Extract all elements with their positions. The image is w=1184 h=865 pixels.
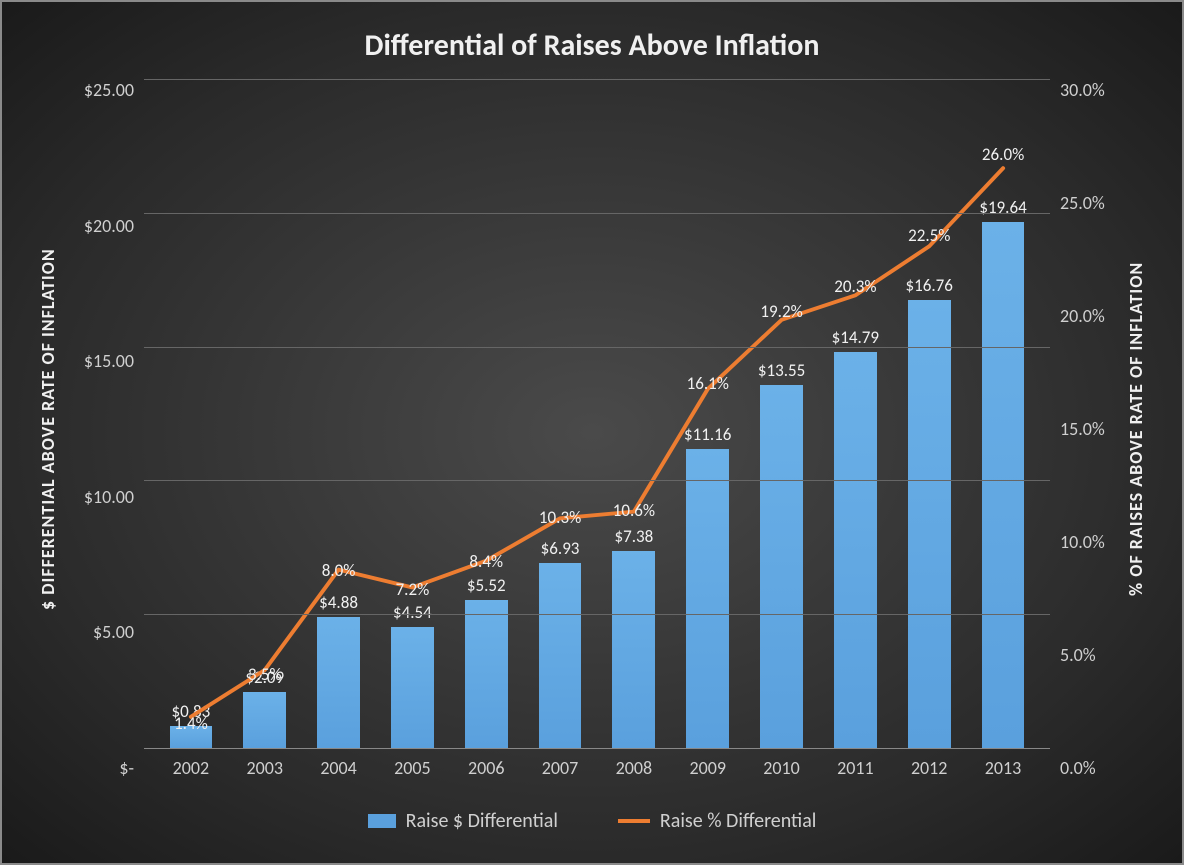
chart-title: Differential of Raises Above Inflation [32,27,1152,64]
line-value-label: 19.2% [760,301,802,322]
y-right-tick: 5.0% [1060,644,1120,666]
legend-label: Raise % Differential [660,809,816,833]
line-value-label: 3.5% [248,664,282,685]
y-right-tick: 25.0% [1060,192,1120,214]
y-right-tick: 15.0% [1060,418,1120,440]
chart-body: $ DIFFERENTIAL ABOVE RATE OF INFLATION $… [32,79,1152,779]
x-tick: 2013 [966,757,1040,779]
line-series [144,79,1050,748]
y-right-tick: 20.0% [1060,305,1120,327]
plot-area: $0.83$2.09$4.88$4.54$5.52$6.93$7.38$11.1… [144,79,1050,749]
x-tick: 2004 [302,757,376,779]
line-value-label: 8.0% [322,560,356,581]
y-left-tick: $20.00 [64,215,134,237]
line-value-label: 7.2% [396,579,430,600]
x-tick: 2005 [375,757,449,779]
x-axis-ticks: 2002200320042005200620072008200920102011… [144,749,1050,779]
gridline [144,347,1050,348]
y-left-tick: $10.00 [64,486,134,508]
line-value-label: 16.1% [687,373,729,394]
x-tick: 2008 [597,757,671,779]
legend-item: Raise $ Differential [368,809,558,833]
y-right-tick: 0.0% [1060,757,1120,779]
y-left-tick: $15.00 [64,350,134,372]
y-right-tick: 10.0% [1060,531,1120,553]
x-tick: 2012 [892,757,966,779]
x-tick: 2009 [671,757,745,779]
x-tick: 2002 [154,757,228,779]
x-tick: 2003 [228,757,302,779]
line-value-label: 20.3% [834,276,876,297]
plot-wrapper: $0.83$2.09$4.88$4.54$5.52$6.93$7.38$11.1… [144,79,1050,779]
legend-label: Raise $ Differential [406,809,558,833]
line-value-label: 1.4% [174,713,208,734]
y-axis-right-label: % OF RAISES ABOVE RATE OF INFLATION [1120,79,1152,779]
gridline [144,79,1050,80]
gridline [144,480,1050,481]
line-value-label: 8.4% [469,551,503,572]
line-value-label: 22.5% [908,225,950,246]
x-tick: 2010 [745,757,819,779]
chart-container: Differential of Raises Above Inflation $… [0,0,1184,865]
line-value-label: 10.3% [539,507,581,528]
y-axis-right-ticks: 30.0% 25.0% 20.0% 15.0% 10.0% 5.0% 0.0% [1050,79,1120,779]
legend-swatch-bar-icon [368,814,396,828]
legend: Raise $ Differential Raise % Differential [32,809,1152,843]
legend-swatch-line-icon [618,819,650,823]
y-left-tick: $5.00 [64,621,134,643]
y-axis-left-label: $ DIFFERENTIAL ABOVE RATE OF INFLATION [32,79,64,779]
gridline [144,614,1050,615]
x-tick: 2006 [449,757,523,779]
y-axis-left-ticks: $25.00 $20.00 $15.00 $10.00 $5.00 $- [64,79,144,779]
x-tick: 2007 [523,757,597,779]
y-left-tick: $- [64,757,134,779]
y-left-tick: $25.00 [64,79,134,101]
x-tick: 2011 [818,757,892,779]
line-value-label: 26.0% [982,144,1024,165]
gridline [144,213,1050,214]
y-right-tick: 30.0% [1060,79,1120,101]
line-value-label: 10.6% [613,500,655,521]
legend-item: Raise % Differential [618,809,816,833]
